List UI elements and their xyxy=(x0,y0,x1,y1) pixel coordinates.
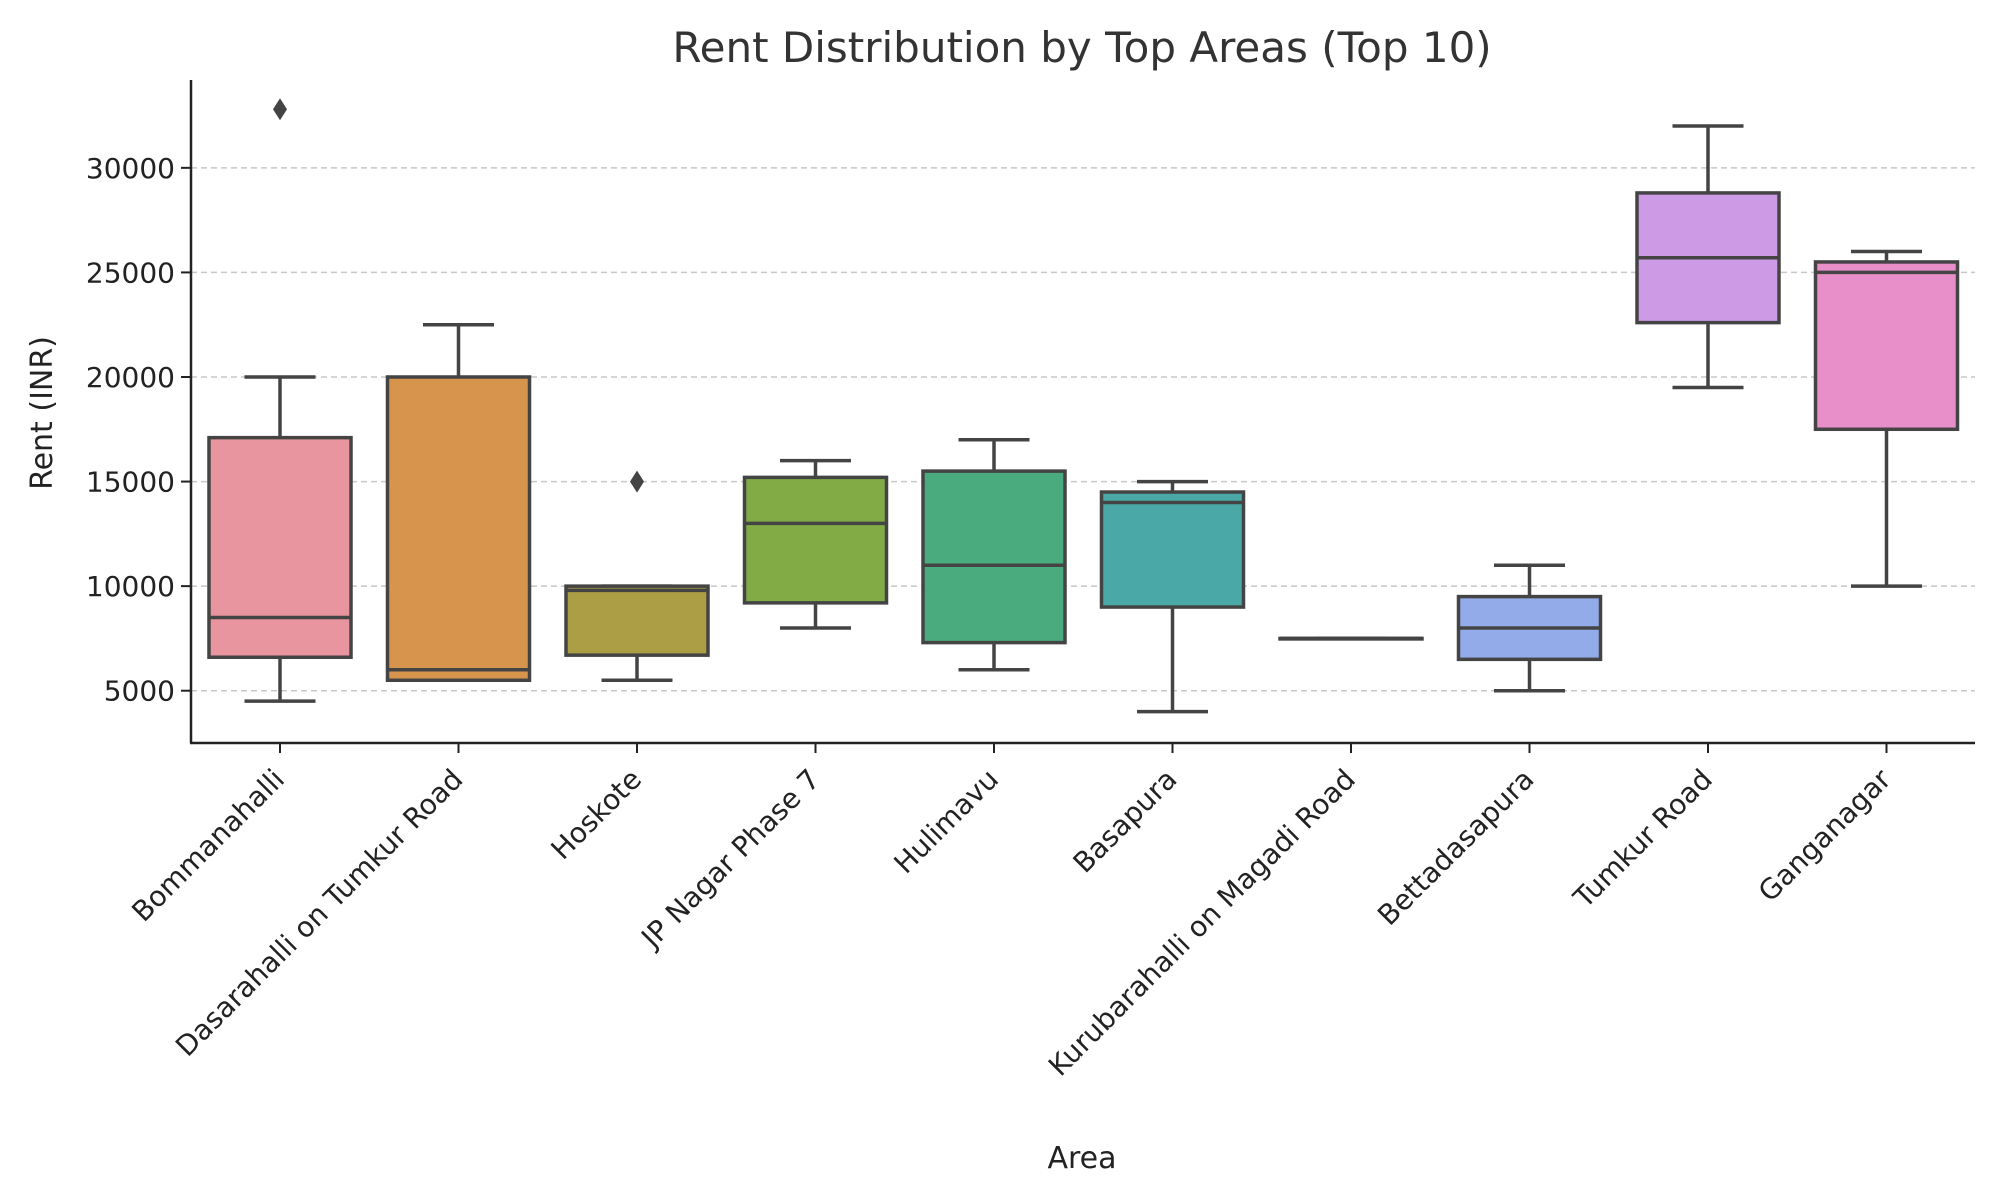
box-9 xyxy=(1635,124,1781,390)
box-7 xyxy=(1278,636,1424,641)
y-tick-label: 10000 xyxy=(86,570,175,603)
boxes-layer xyxy=(207,98,1960,714)
iqr-box xyxy=(921,469,1067,645)
iqr-box xyxy=(207,435,353,659)
iqr-box xyxy=(742,475,889,605)
x-axis-label: Area xyxy=(1047,1141,1116,1176)
grid-lines xyxy=(191,167,1975,692)
box-6 xyxy=(1099,479,1246,714)
x-tick-label: Dasarahalli on Tumkur Road xyxy=(169,763,469,1063)
x-tick-label: Bommanahalli xyxy=(125,763,291,929)
y-tick-label: 30000 xyxy=(86,152,175,185)
iqr-box xyxy=(564,584,710,657)
x-tick-label: Bettadasapura xyxy=(1371,763,1540,932)
y-tick-label: 15000 xyxy=(86,466,175,499)
y-tick-label: 5000 xyxy=(104,675,175,708)
box-3 xyxy=(564,470,710,683)
box-10 xyxy=(1813,249,1960,588)
box-1 xyxy=(207,98,353,703)
iqr-box xyxy=(1813,260,1960,432)
x-tick-label: Hulimavu xyxy=(887,763,1004,880)
y-ticks: 5000 10000 15000 20000 25000 30000 xyxy=(86,152,191,708)
x-tick-label: Tumkur Road xyxy=(1566,763,1718,915)
box-2 xyxy=(385,322,532,683)
x-tick-label: JP Nagar Phase 7 xyxy=(634,763,827,956)
box-8 xyxy=(1456,563,1603,693)
x-tick-label: Kurubarahalli on Magadi Road xyxy=(1042,763,1362,1083)
iqr-box xyxy=(385,375,532,683)
y-axis-label: Rent (INR) xyxy=(25,336,60,490)
box-4 xyxy=(742,458,889,630)
outlier-point xyxy=(273,98,287,121)
y-tick-label: 25000 xyxy=(86,256,175,289)
outlier-point xyxy=(630,470,644,493)
iqr-box xyxy=(1099,490,1246,609)
x-tick-label: Ganganagar xyxy=(1752,762,1898,908)
y-tick-label: 20000 xyxy=(86,361,175,394)
axes-layer xyxy=(189,80,1975,745)
x-tick-label: Hoskote xyxy=(544,763,647,866)
chart-title: Rent Distribution by Top Areas (Top 10) xyxy=(672,23,1491,72)
x-tick-label: Basapura xyxy=(1067,763,1184,880)
box-5 xyxy=(921,437,1067,672)
